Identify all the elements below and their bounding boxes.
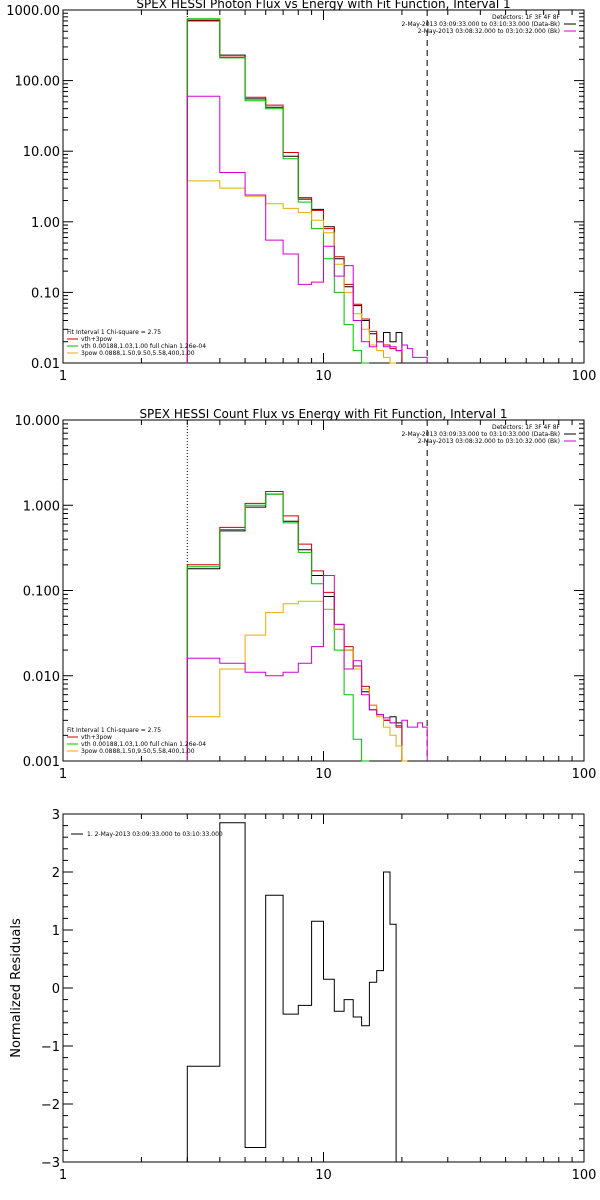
y-tick-label: 100.00 xyxy=(15,75,61,90)
series-group xyxy=(186,491,428,762)
legend-entry: vth+3pow xyxy=(81,336,112,343)
y-tick-label: −1 xyxy=(41,1040,60,1055)
y-tick-label: 2 xyxy=(52,866,60,881)
x-axis: 1 10 100 xyxy=(59,814,597,1183)
x-axis: 1 10 100 xyxy=(59,10,597,384)
y-tick-label: 3 xyxy=(52,808,60,823)
series-4-line xyxy=(186,180,397,364)
series-5-line xyxy=(186,95,428,363)
y-tick-label: 1 xyxy=(52,924,60,939)
plot-frame xyxy=(62,9,585,364)
y-tick-label: 1.000 xyxy=(23,499,60,514)
y-axis-label: Normalized Residuals xyxy=(9,918,24,1058)
legend: 1. 2-May-2013 03:09:33.000 to 03:10:33.0… xyxy=(71,831,223,838)
y-tick-label: −3 xyxy=(41,1156,60,1171)
x-tick-label: 100 xyxy=(572,1168,597,1183)
y-tick-label: 1.00 xyxy=(31,216,60,231)
chart-2: SPEX HESSI Count Flux vs Energy with Fit… xyxy=(15,407,597,782)
x-tick-label: 100 xyxy=(572,369,597,384)
legend-entry: vth 0.00188,1.03,1.00 full chian 1.26e-0… xyxy=(81,343,206,350)
y-tick-label: 0.100 xyxy=(23,585,60,600)
x-tick-label: 1 xyxy=(59,767,67,782)
series-1-line xyxy=(186,822,397,1162)
legend-entry: 3pow 0.0888,1.50,9.50,5.58,400,1.00 xyxy=(81,748,195,755)
y-axis: −3 −2 −1 0 1 2 3 xyxy=(41,808,584,1171)
series-group xyxy=(186,822,397,1162)
y-tick-label: 0.001 xyxy=(23,755,60,770)
series-group xyxy=(186,18,428,364)
legend-entry: Fit Interval 1 Chi-square = 2.75 xyxy=(67,329,161,336)
y-axis: 0.01 0.10 1.00 10.00 100.00 1000.00 xyxy=(6,4,584,372)
y-tick-label: 10.00 xyxy=(23,145,60,160)
chart-1: SPEX HESSI Photon Flux vs Energy with Fi… xyxy=(6,0,596,384)
legend-left: Fit Interval 1 Chi-square = 2.75vth+3pow… xyxy=(67,727,206,755)
legend-entry: vth 0.00188,1.03,1.00 full chian 1.26e-0… xyxy=(81,741,206,748)
x-tick-label: 10 xyxy=(315,369,332,384)
legend-entry: 2-May-2013 03:08:32.000 to 03:10:32.000 … xyxy=(418,28,560,35)
legend-left: Fit Interval 1 Chi-square = 2.75vth+3pow… xyxy=(67,329,206,357)
series-4-line xyxy=(186,600,408,762)
y-tick-label: 0 xyxy=(52,982,60,997)
series-1-line xyxy=(186,20,403,363)
series-2-line xyxy=(186,19,403,363)
legend-entry: 3pow 0.0888,1.50,9.50,5.58,400,1.00 xyxy=(81,350,195,357)
legend-entry: Detectors: 1F 3F 4F 8F xyxy=(492,424,561,431)
y-tick-label: 0.010 xyxy=(23,670,60,685)
x-tick-label: 100 xyxy=(572,767,597,782)
legend-entry: 1. 2-May-2013 03:09:33.000 to 03:10:33.0… xyxy=(87,831,223,838)
legend-entry: vth+3pow xyxy=(81,734,112,741)
x-tick-label: 1 xyxy=(59,1168,67,1183)
series-5-line xyxy=(186,575,428,761)
series-3-line xyxy=(186,18,370,364)
y-tick-label: 10.000 xyxy=(15,414,61,429)
series-3-line xyxy=(186,493,370,762)
legend-entry: 2-May-2013 03:09:33.000 to 03:10:33.000 … xyxy=(401,431,560,438)
y-tick-label: 0.10 xyxy=(31,286,60,301)
chart-3: 1 10 100 −3 −2 −1 0 1 2 3 Normalized Residuals 1. 2… xyxy=(9,808,596,1183)
legend-entry: 2-May-2013 03:08:32.000 to 03:10:32.000 … xyxy=(418,438,560,445)
legend-entry: 2-May-2013 03:09:33.000 to 03:10:33.000 … xyxy=(401,21,560,28)
y-axis: 0.001 0.010 0.100 1.000 10.000 xyxy=(15,414,584,770)
x-axis: 1 10 100 xyxy=(59,420,597,782)
legend-right: Detectors: 1F 3F 4F 8F2-May-2013 03:09:3… xyxy=(401,424,576,445)
y-tick-label: 1000.00 xyxy=(6,4,60,19)
legend-entry: Detectors: 1F 3F 4F 8F xyxy=(492,14,561,21)
y-tick-label: 0.01 xyxy=(31,357,60,372)
x-tick-label: 10 xyxy=(315,767,332,782)
legend-entry: Fit Interval 1 Chi-square = 2.75 xyxy=(67,727,161,734)
legend-right: Detectors: 1F 3F 4F 8F2-May-2013 03:09:3… xyxy=(401,14,576,35)
x-tick-label: 1 xyxy=(59,369,67,384)
x-tick-label: 10 xyxy=(315,1168,332,1183)
chart-title: SPEX HESSI Photon Flux vs Energy with Fi… xyxy=(136,0,510,11)
chart-title: SPEX HESSI Count Flux vs Energy with Fit… xyxy=(139,407,507,421)
plot-frame xyxy=(62,813,585,1163)
y-tick-label: −2 xyxy=(41,1098,60,1113)
